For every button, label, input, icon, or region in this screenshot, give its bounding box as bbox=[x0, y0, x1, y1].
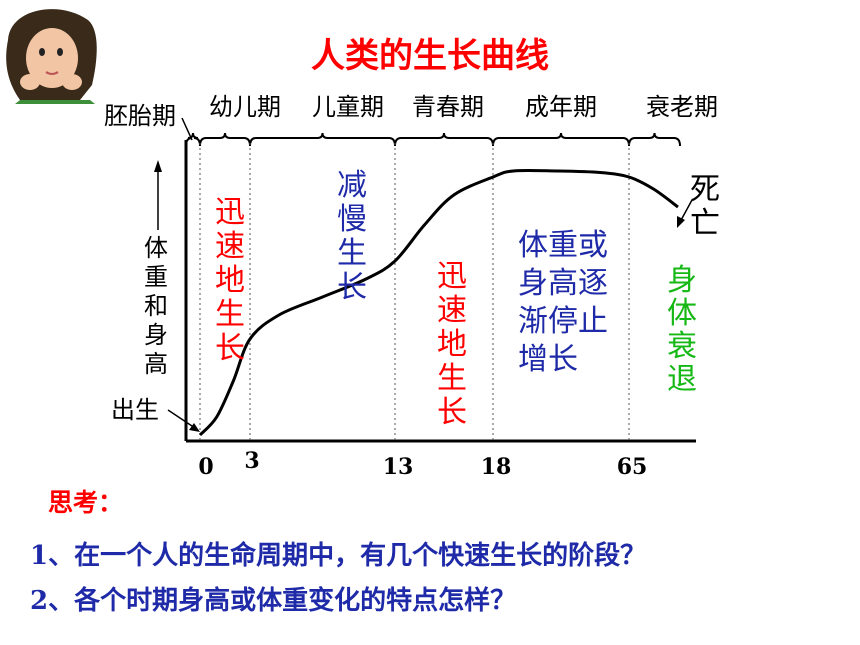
stage-brace-2 bbox=[249, 132, 396, 147]
x-tick-labels: 0 3 13 18 65 bbox=[198, 448, 647, 480]
y-axis-arrowhead bbox=[154, 160, 162, 172]
stage-brace-5 bbox=[628, 132, 681, 147]
y-axis-label: 体重和身高 bbox=[144, 234, 168, 378]
stop-growth-label-3: 增长 bbox=[518, 342, 578, 377]
x-tick-13: 13 bbox=[383, 454, 414, 480]
decline-label: 身体衰退 bbox=[667, 263, 697, 397]
stage-labels: 胚胎期 幼儿期 儿童期 青春期 成年期 衰老期 bbox=[104, 93, 718, 130]
x-tick-0: 0 bbox=[198, 454, 213, 480]
death-label: 死亡 bbox=[690, 172, 720, 241]
stage-label-4: 成年期 bbox=[525, 93, 597, 121]
question-2: 2、各个时期身高或体重变化的特点怎样？ bbox=[30, 586, 517, 616]
stage-brace-1 bbox=[199, 132, 251, 147]
stage-label-3: 青春期 bbox=[412, 93, 484, 121]
growth-curve bbox=[198, 168, 679, 437]
stage-label-2: 儿童期 bbox=[312, 93, 384, 121]
x-tick-18: 18 bbox=[481, 454, 512, 480]
stage-brace-0 bbox=[185, 132, 201, 147]
stop-growth-label-0: 体重或 bbox=[518, 228, 608, 263]
stop-growth-label-2: 渐停止 bbox=[518, 304, 608, 339]
page-title: 人类的生长曲线 bbox=[311, 36, 549, 76]
slow-growth-label: 减慢生长 bbox=[337, 168, 367, 305]
x-tick-3: 3 bbox=[244, 448, 259, 474]
girl-illustration bbox=[6, 9, 97, 104]
stop-growth-label-1: 身高逐 bbox=[518, 266, 608, 301]
birth-label: 出生 bbox=[111, 396, 159, 424]
stage-label-0: 胚胎期 bbox=[104, 102, 176, 130]
rapid-growth-label-2: 迅速地生长 bbox=[437, 259, 467, 430]
think-heading: 思考： bbox=[48, 488, 124, 517]
y-axis-label-text: 体重和身高 bbox=[144, 234, 168, 378]
question-1: 1、在一个人的生命周期中，有几个快速生长的阶段？ bbox=[30, 541, 647, 571]
death-pointer-arrow bbox=[677, 199, 693, 228]
stage-brace-4 bbox=[492, 132, 630, 147]
stage-braces bbox=[185, 132, 681, 147]
stage-brace-3 bbox=[394, 132, 494, 147]
x-tick-65: 65 bbox=[617, 454, 648, 480]
birth-pointer-arrow bbox=[167, 409, 200, 432]
rapid-growth-label-1: 迅速地生长 bbox=[215, 195, 245, 366]
embryo-pointer-arrow bbox=[181, 117, 193, 141]
stage-label-5: 衰老期 bbox=[646, 93, 718, 121]
stage-label-1: 幼儿期 bbox=[209, 93, 281, 121]
